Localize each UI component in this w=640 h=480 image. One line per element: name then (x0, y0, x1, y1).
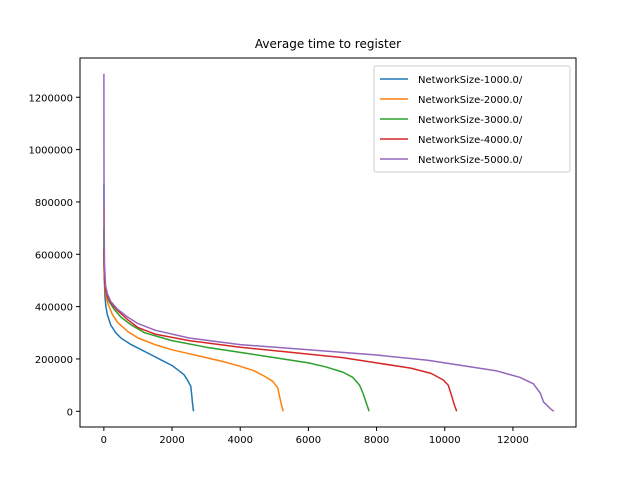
legend: NetworkSize-1000.0/NetworkSize-2000.0/Ne… (373, 65, 571, 173)
y-tick-label: 800000 (35, 198, 73, 209)
y-tick-label: 400000 (35, 303, 73, 314)
y-tick-label: 1200000 (28, 93, 73, 104)
series-layer (103, 73, 555, 412)
x-tick-label: 6000 (296, 435, 321, 446)
x-tick-label: 2000 (159, 435, 184, 446)
x-tick-label: 12000 (497, 435, 529, 446)
series-line-5 (103, 73, 555, 412)
y-axis: 0 200000 400000 600000 800000 1000000 1200000 (28, 93, 80, 418)
legend-label-2: NetworkSize-2000.0/ (418, 95, 523, 106)
chart-title: Average time to register (255, 37, 401, 51)
legend-label-3: NetworkSize-3000.0/ (418, 115, 523, 126)
x-tick-label: 4000 (227, 435, 252, 446)
x-tick-label: 10000 (429, 435, 461, 446)
legend-label-1: NetworkSize-1000.0/ (418, 75, 523, 86)
y-tick-label: 600000 (35, 250, 73, 261)
legend-label-4: NetworkSize-4000.0/ (418, 135, 523, 146)
legend-label-5: NetworkSize-5000.0/ (418, 155, 523, 166)
x-axis: 0 2000 4000 6000 8000 10000 12000 (101, 427, 529, 446)
y-tick-label: 1000000 (28, 146, 73, 157)
legend-box (373, 65, 571, 173)
y-tick-label: 200000 (35, 355, 73, 366)
x-tick-label: 8000 (364, 435, 389, 446)
axes-frame (79, 57, 577, 428)
x-tick-label: 0 (101, 435, 107, 446)
y-tick-label: 0 (67, 407, 73, 418)
series-line-4 (103, 248, 458, 412)
